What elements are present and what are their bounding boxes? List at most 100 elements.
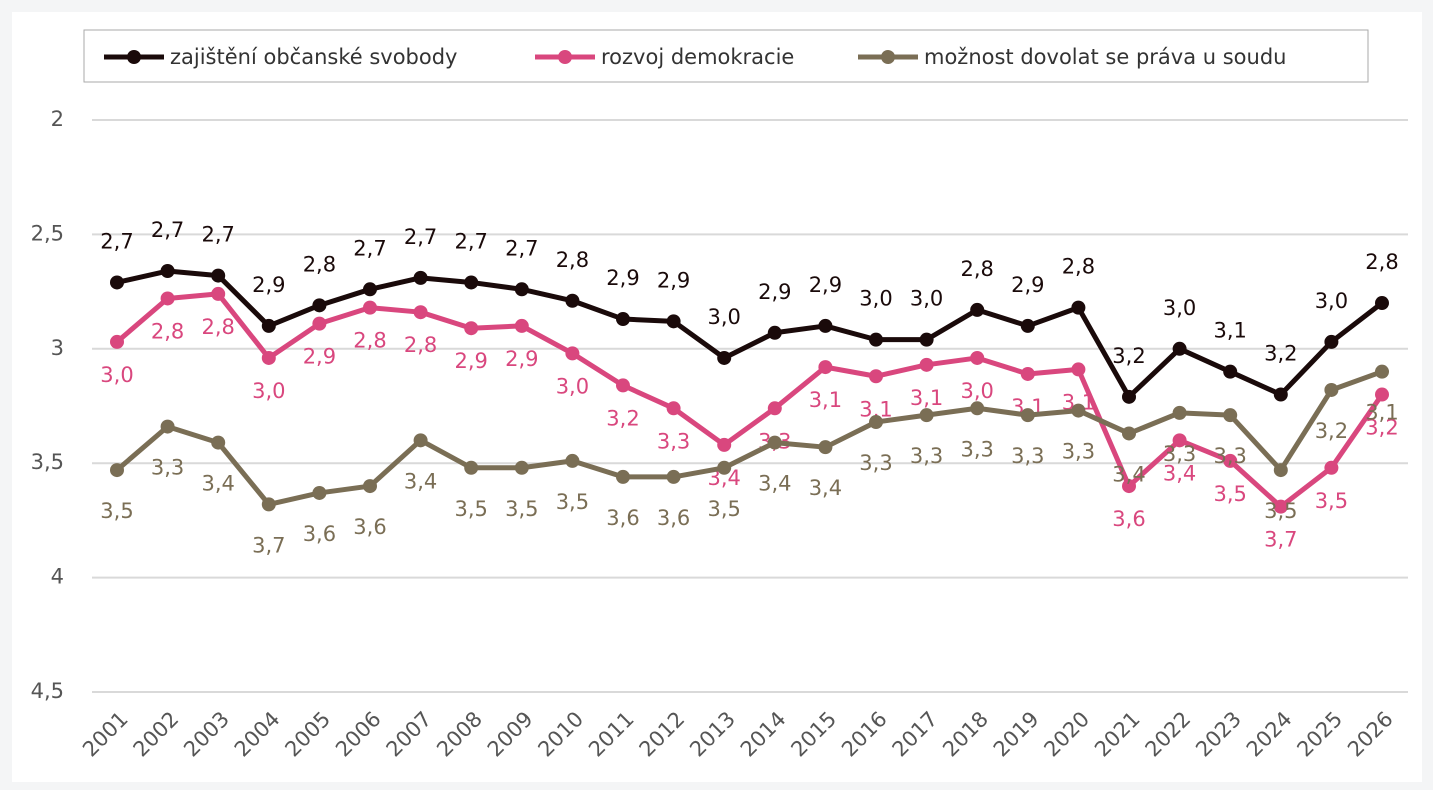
marker — [312, 485, 327, 500]
marker — [1071, 300, 1086, 315]
value-label: 3,5 — [1264, 499, 1297, 523]
value-label: 2,8 — [151, 319, 184, 343]
value-label: 3,5 — [454, 497, 487, 521]
marker — [666, 469, 681, 484]
value-label: 3,3 — [1062, 440, 1095, 464]
marker — [160, 419, 175, 434]
value-label: 3,1 — [1213, 319, 1246, 343]
y-tick-label: 2 — [51, 107, 64, 131]
value-label: 3,6 — [303, 522, 336, 546]
value-label: 2,7 — [454, 229, 487, 253]
value-label: 3,2 — [1112, 344, 1145, 368]
legend-marker — [881, 50, 895, 64]
marker — [919, 408, 934, 423]
marker — [110, 275, 124, 290]
value-label: 2,8 — [960, 257, 993, 281]
marker — [514, 282, 529, 297]
marker — [1172, 405, 1187, 420]
marker — [869, 415, 883, 430]
marker — [1122, 426, 1136, 441]
value-label: 2,7 — [151, 218, 184, 242]
marker — [767, 401, 782, 416]
marker — [818, 440, 833, 455]
value-label: 3,5 — [1213, 482, 1246, 506]
value-label: 2,9 — [606, 266, 639, 290]
value-label: 2,7 — [404, 225, 437, 249]
value-label: 3,0 — [100, 363, 133, 387]
marker — [717, 437, 732, 452]
value-label: 2,7 — [505, 236, 538, 260]
value-label: 2,9 — [657, 268, 690, 292]
value-label: 3,7 — [252, 533, 285, 557]
marker — [869, 332, 883, 347]
series-line — [115, 369, 1383, 507]
marker — [717, 460, 732, 475]
plot-background — [12, 12, 1422, 782]
marker — [565, 453, 580, 468]
value-label: 3,6 — [353, 515, 386, 539]
value-label: 3,3 — [657, 429, 690, 453]
value-label: 3,5 — [1315, 489, 1348, 513]
marker — [970, 302, 985, 317]
series-line — [115, 291, 1385, 510]
value-label: 3,3 — [151, 456, 184, 480]
y-tick-label: 3 — [51, 336, 64, 360]
value-label: 3,0 — [1315, 289, 1348, 313]
marker — [1375, 387, 1389, 402]
value-label: 3,2 — [1264, 342, 1297, 366]
marker — [1172, 433, 1187, 448]
marker — [514, 318, 529, 333]
marker — [110, 463, 124, 478]
value-label: 2,9 — [252, 273, 285, 297]
marker — [312, 316, 327, 331]
marker — [1071, 403, 1086, 418]
value-label: 3,2 — [1315, 419, 1348, 443]
marker — [1223, 453, 1238, 468]
marker — [1375, 364, 1389, 379]
marker — [869, 369, 883, 384]
series-line — [116, 268, 1384, 400]
marker — [363, 282, 377, 297]
marker — [1324, 382, 1339, 397]
marker — [616, 378, 630, 393]
marker — [1020, 408, 1035, 423]
marker — [565, 346, 580, 361]
value-label: 2,9 — [303, 345, 336, 369]
marker — [1273, 499, 1288, 514]
value-label: 3,0 — [859, 287, 892, 311]
marker — [312, 298, 327, 313]
marker — [464, 321, 479, 336]
marker — [1324, 460, 1339, 475]
value-label: 3,4 — [809, 476, 842, 500]
marker — [1172, 341, 1187, 356]
marker — [160, 264, 175, 279]
marker — [970, 401, 985, 416]
marker — [666, 314, 681, 329]
value-label: 2,7 — [100, 229, 133, 253]
marker — [514, 460, 529, 475]
value-label: 3,1 — [1365, 401, 1398, 425]
value-label: 3,3 — [910, 444, 943, 468]
marker — [970, 350, 985, 365]
marker — [363, 479, 377, 494]
value-label: 3,7 — [1264, 528, 1297, 552]
marker — [464, 275, 479, 290]
value-label: 2,8 — [201, 315, 234, 339]
marker — [919, 332, 934, 347]
value-label: 2,8 — [556, 248, 589, 272]
value-label: 2,8 — [1062, 255, 1095, 279]
marker — [261, 497, 276, 512]
value-label: 3,4 — [1163, 461, 1196, 485]
marker — [1122, 389, 1136, 404]
marker — [363, 300, 377, 315]
value-label: 3,6 — [1112, 507, 1145, 531]
value-label: 3,0 — [960, 379, 993, 403]
value-label: 3,3 — [960, 437, 993, 461]
marker — [110, 334, 124, 349]
value-label: 2,8 — [353, 329, 386, 353]
legend-label: zajištění občanské svobody — [170, 45, 457, 69]
marker — [1375, 296, 1389, 311]
y-tick-label: 4 — [51, 565, 64, 589]
marker — [211, 286, 226, 301]
